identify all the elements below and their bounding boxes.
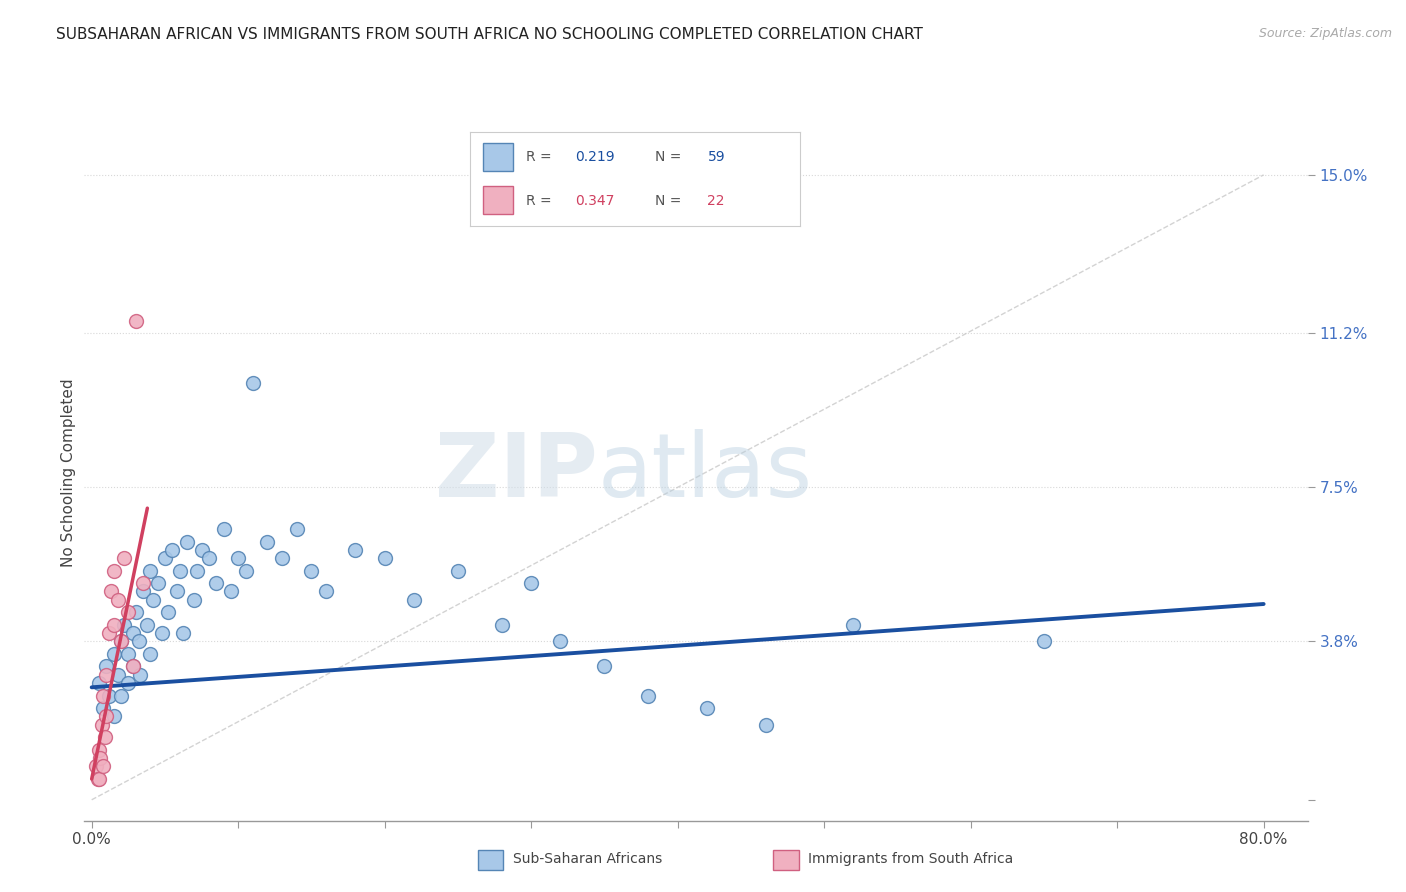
Point	[124, 605, 146, 619]
Point	[166, 584, 188, 599]
Point	[271, 551, 294, 566]
Point	[150, 626, 173, 640]
Point	[344, 542, 367, 557]
Point	[226, 551, 249, 566]
Point	[93, 759, 115, 773]
Point	[96, 709, 118, 723]
Text: ZIP: ZIP	[436, 429, 598, 516]
Point	[162, 542, 184, 557]
Point	[103, 647, 125, 661]
Point	[235, 564, 257, 578]
Point	[172, 626, 194, 640]
Point	[842, 617, 865, 632]
Text: Immigrants from South Africa: Immigrants from South Africa	[808, 852, 1014, 866]
Point	[299, 564, 322, 578]
Point	[315, 584, 337, 599]
Point	[91, 718, 114, 732]
Point	[110, 634, 132, 648]
Text: atlas: atlas	[598, 429, 813, 516]
Point	[103, 709, 125, 723]
Point	[117, 605, 139, 619]
Point	[107, 592, 129, 607]
Point	[190, 542, 212, 557]
Point	[198, 551, 221, 566]
Point	[169, 564, 191, 578]
Point	[256, 534, 278, 549]
Point	[84, 759, 107, 773]
Point	[129, 668, 152, 682]
Point	[103, 564, 125, 578]
Point	[153, 551, 176, 566]
Point	[1032, 634, 1054, 648]
Point	[142, 592, 165, 607]
Point	[132, 576, 155, 591]
Point	[550, 634, 572, 648]
Point	[93, 701, 115, 715]
Text: SUBSAHARAN AFRICAN VS IMMIGRANTS FROM SOUTH AFRICA NO SCHOOLING COMPLETED CORREL: SUBSAHARAN AFRICAN VS IMMIGRANTS FROM SO…	[56, 27, 924, 42]
Point	[491, 617, 513, 632]
Point	[103, 617, 125, 632]
Point	[139, 564, 162, 578]
Point	[107, 668, 129, 682]
Point	[93, 689, 115, 703]
Point	[121, 626, 143, 640]
Point	[285, 522, 308, 536]
Point	[100, 584, 122, 599]
Point	[117, 676, 139, 690]
Point	[447, 564, 470, 578]
Point	[86, 772, 108, 786]
Point	[754, 718, 776, 732]
Point	[96, 659, 118, 673]
Point	[124, 314, 146, 328]
Point	[96, 668, 118, 682]
Point	[112, 617, 135, 632]
Point	[98, 626, 121, 640]
Point	[156, 605, 179, 619]
Point	[121, 659, 143, 673]
Point	[87, 676, 110, 690]
Point	[132, 584, 155, 599]
Point	[242, 376, 264, 391]
Text: Sub-Saharan Africans: Sub-Saharan Africans	[513, 852, 662, 866]
Point	[637, 689, 659, 703]
Point	[87, 743, 110, 757]
Point	[219, 584, 242, 599]
Text: Source: ZipAtlas.com: Source: ZipAtlas.com	[1258, 27, 1392, 40]
Point	[520, 576, 543, 591]
Point	[136, 617, 159, 632]
Point	[110, 689, 132, 703]
Point	[94, 731, 117, 745]
Point	[87, 772, 110, 786]
Point	[186, 564, 208, 578]
Point	[205, 576, 228, 591]
Point	[696, 701, 718, 715]
Point	[183, 592, 205, 607]
Point	[139, 647, 162, 661]
Point	[146, 576, 169, 591]
Point	[212, 522, 235, 536]
Point	[402, 592, 425, 607]
Point	[117, 647, 139, 661]
Point	[593, 659, 616, 673]
Point	[112, 551, 135, 566]
Point	[128, 634, 150, 648]
Point	[110, 634, 132, 648]
Point	[374, 551, 396, 566]
Point	[176, 534, 198, 549]
Y-axis label: No Schooling Completed: No Schooling Completed	[60, 378, 76, 567]
Point	[89, 751, 111, 765]
Point	[98, 689, 121, 703]
Point	[121, 659, 143, 673]
